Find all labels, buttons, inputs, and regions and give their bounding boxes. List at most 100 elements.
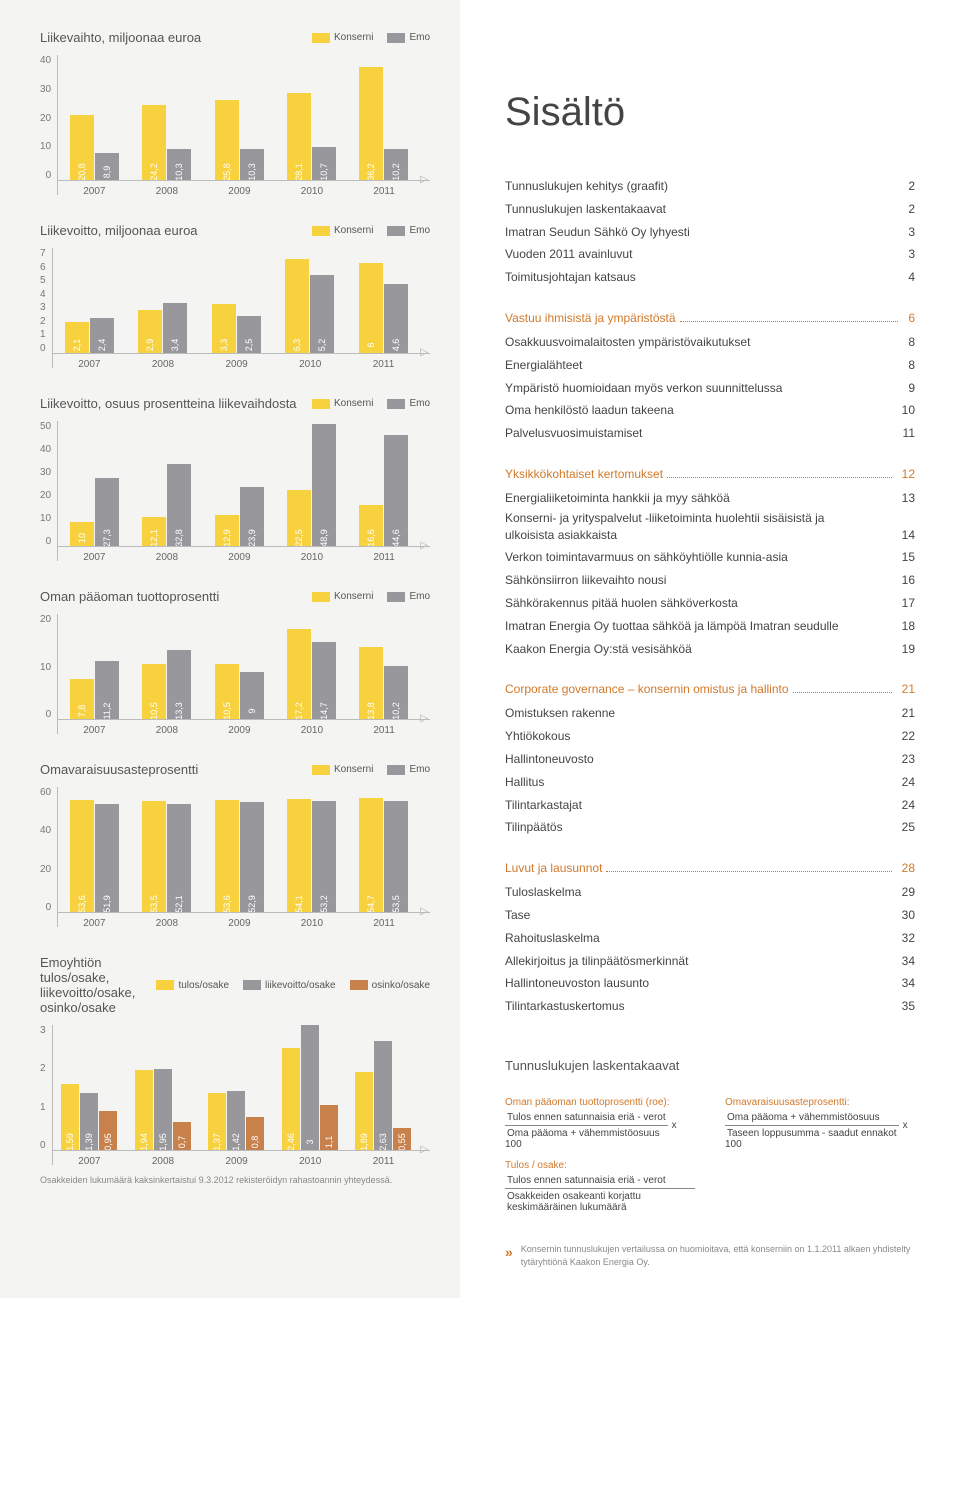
bar: 10 [70,522,94,547]
toc-row[interactable]: Tilintarkastuskertomus35 [505,995,915,1018]
bar-group: 17,214,7 [287,629,336,720]
chart-plot: 7,811,210,513,310,5917,214,713,810,2▷200… [57,614,430,734]
bar-label: 1,1 [324,1136,334,1149]
formula-roe: Tulos ennen satunnaisia eriä - verot Oma… [505,1112,668,1139]
bar-label: 2,46 [286,1133,296,1151]
toc-row[interactable]: Sähkönsiirron liikevaihto nousi16 [505,569,915,592]
x-axis: 20072008200920102011 [58,186,420,197]
bar-group: 54,753,5 [359,798,408,913]
legend-swatch [387,226,405,236]
bar: 10,2 [384,666,408,720]
legend-item: Konserni [312,32,373,43]
toc-row[interactable]: Konserni- ja yrityspalvelut -liiketoimin… [505,510,915,547]
arrow-right-icon: ▷ [420,906,428,917]
bar-label: 51,9 [102,895,112,913]
chart-plot: 1,591,390,951,941,950,71,371,420,82,4631… [52,1025,430,1165]
toc-row[interactable]: Tase30 [505,904,915,927]
chart-title: Omavaraisuusasteprosentti [40,762,312,777]
bar-group: 20,88,9 [70,115,119,181]
toc-label: Tase [505,904,530,927]
toc-label: Energialiiketoiminta hankkii ja myy sähk… [505,487,730,510]
toc-row[interactable]: Tilinpäätös25 [505,816,915,839]
formula-equity-head: Omavaraisuusasteprosentti: [725,1097,915,1108]
bar: 54,1 [287,799,311,913]
toc-row[interactable]: Energialähteet8 [505,354,915,377]
toc-row[interactable]: Oma henkilöstö laadun takeena10 [505,399,915,422]
toc-row[interactable]: Sähkörakennus pitää huolen sähköverkosta… [505,592,915,615]
toc-page: 25 [902,816,915,839]
chart-title: Oman pääoman tuottoprosentti [40,589,312,604]
toc-section-heading[interactable]: Vastuu ihmisistä ja ympäristöstä6 [505,311,915,325]
bar: 3,3 [212,304,236,354]
legend-item: Emo [387,32,430,43]
toc-row[interactable]: Yhtiökokous22 [505,725,915,748]
toc-row[interactable]: Hallitus24 [505,771,915,794]
toc-row[interactable]: Verkon toimintavarmuus on sähköyhtiölle … [505,546,915,569]
legend-item: Konserni [312,398,373,409]
toc-row[interactable]: Tuloslaskelma29 [505,881,915,904]
bar-label: 52,1 [174,895,184,913]
legend-swatch [243,980,261,990]
toc-row[interactable]: Vuoden 2011 avainluvut3 [505,243,915,266]
bar: 48,9 [312,424,336,547]
bar-group: 1027,3 [70,478,119,547]
chart-legend: KonserniEmo [312,225,430,236]
bar: 2,4 [90,318,114,354]
toc-row[interactable]: Hallintoneuvoston lausunto34 [505,972,915,995]
content-column: Sisältö Tunnuslukujen kehitys (graafit)2… [460,0,960,1298]
toc-row[interactable]: Omistuksen rakenne21 [505,702,915,725]
bar: 2,9 [138,310,162,354]
bar-label: 53,2 [319,895,329,913]
chart-legend: Konserni Emo [312,32,430,43]
toc-page: 2 [908,198,915,221]
chart-legend: KonserniEmo [312,591,430,602]
toc-page: 35 [902,995,915,1018]
bar: 13,8 [359,647,383,720]
toc-row[interactable]: Tunnuslukujen laskentakaavat2 [505,198,915,221]
bar-group: 1,892,630,55 [355,1041,411,1151]
toc-row[interactable]: Ympäristö huomioidaan myös verkon suunni… [505,377,915,400]
toc-row[interactable]: Rahoituslaskelma32 [505,927,915,950]
toc-row[interactable]: Tilintarkastajat24 [505,794,915,817]
toc-section-heading[interactable]: Yksikkökohtaiset kertomukset12 [505,467,915,481]
bar: 10,5 [142,664,166,720]
legend-item: Konserni [312,225,373,236]
bar: 13,3 [167,650,191,720]
bar-label: 53,6 [77,895,87,913]
dotted-leader [606,871,891,872]
toc-row[interactable]: Energialiiketoiminta hankkii ja myy sähk… [505,487,915,510]
toc-label: Vuoden 2011 avainluvut [505,243,632,266]
bar-label: 52,9 [247,895,257,913]
bar-label: 44,6 [391,529,401,547]
legend-item: Konserni [312,764,373,775]
bar: 10,5 [215,664,239,720]
chart-legend: tulos/osakeliikevoitto/osakeosinko/osake [156,980,430,991]
legend-swatch [312,33,330,43]
toc-row[interactable]: Toimitusjohtajan katsaus4 [505,266,915,289]
toc-row[interactable]: Imatran Seudun Sähkö Oy lyhyesti3 [505,221,915,244]
legend-swatch [156,980,174,990]
toc-label: Hallintoneuvoston lausunto [505,972,649,995]
toc-row[interactable]: Allekirjoitus ja tilinpäätösmerkinnät34 [505,950,915,973]
bar-group: 2,93,4 [138,303,187,354]
toc-row[interactable]: Imatran Energia Oy tuottaa sähköä ja läm… [505,615,915,638]
toc-row[interactable]: Palvelusvuosimuistamiset11 [505,422,915,445]
bar-label: 23,9 [247,529,257,547]
bar-label: 2,4 [97,339,107,352]
legend-swatch [350,980,368,990]
bar-group: 36,210,2 [359,67,408,181]
toc-section-heading[interactable]: Luvut ja lausunnot28 [505,861,915,875]
toc-label: Allekirjoitus ja tilinpäätösmerkinnät [505,950,688,973]
toc-label: Hallitus [505,771,544,794]
toc-section-heading[interactable]: Corporate governance – konsernin omistus… [505,682,915,696]
bar-label: 25,8 [222,163,232,181]
toc-row[interactable]: Kaakon Energia Oy:stä vesisähköä19 [505,638,915,661]
toc-row[interactable]: Tunnuslukujen kehitys (graafit)2 [505,175,915,198]
toc-row[interactable]: Osakkuusvoimalaitosten ympäristövaikutuk… [505,331,915,354]
y-axis: 50403020100 [40,421,57,561]
toc-row[interactable]: Hallintoneuvosto23 [505,748,915,771]
legend-swatch [387,592,405,602]
bar: 53,6 [70,800,94,913]
formula-eps: Tulos ennen satunnaisia eriä - verot Osa… [505,1175,695,1213]
chart-legend: KonserniEmo [312,398,430,409]
